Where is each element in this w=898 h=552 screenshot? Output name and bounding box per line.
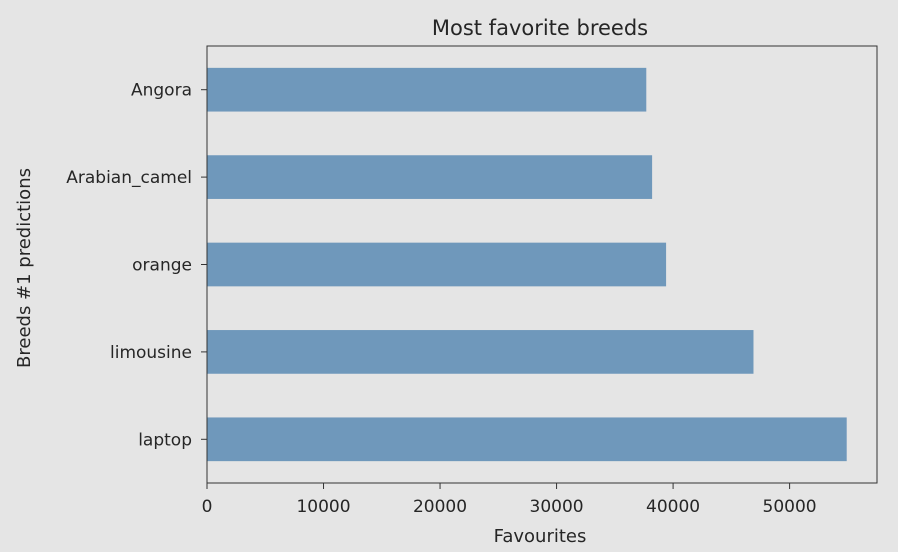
x-axis-label: Favourites [494, 526, 587, 547]
bar-orange [207, 242, 667, 287]
bar-laptop [207, 417, 847, 462]
bar-limousine [207, 330, 754, 374]
chart-title: Most favorite breeds [432, 16, 648, 40]
y-axis-label: Breeds #1 predictions [14, 168, 35, 368]
y-tick-label: laptop [138, 430, 192, 450]
y-tick-label: limousine [110, 343, 192, 363]
y-tick-label: orange [132, 256, 192, 276]
x-axis-ticks: 0 10000 20000 30000 40000 50000 [202, 483, 817, 517]
x-tick-label: 10000 [296, 497, 350, 517]
bars-group [207, 67, 847, 462]
x-tick-label: 20000 [413, 497, 467, 517]
y-tick-label: Arabian_camel [66, 168, 192, 188]
x-tick-label: 0 [202, 497, 213, 517]
y-tick-label: Angora [131, 81, 192, 101]
x-tick-label: 40000 [646, 497, 700, 517]
bar-angora [207, 67, 647, 112]
x-tick-label: 30000 [530, 497, 584, 517]
bar-arabian-camel [207, 155, 653, 199]
x-tick-label: 50000 [763, 497, 817, 517]
